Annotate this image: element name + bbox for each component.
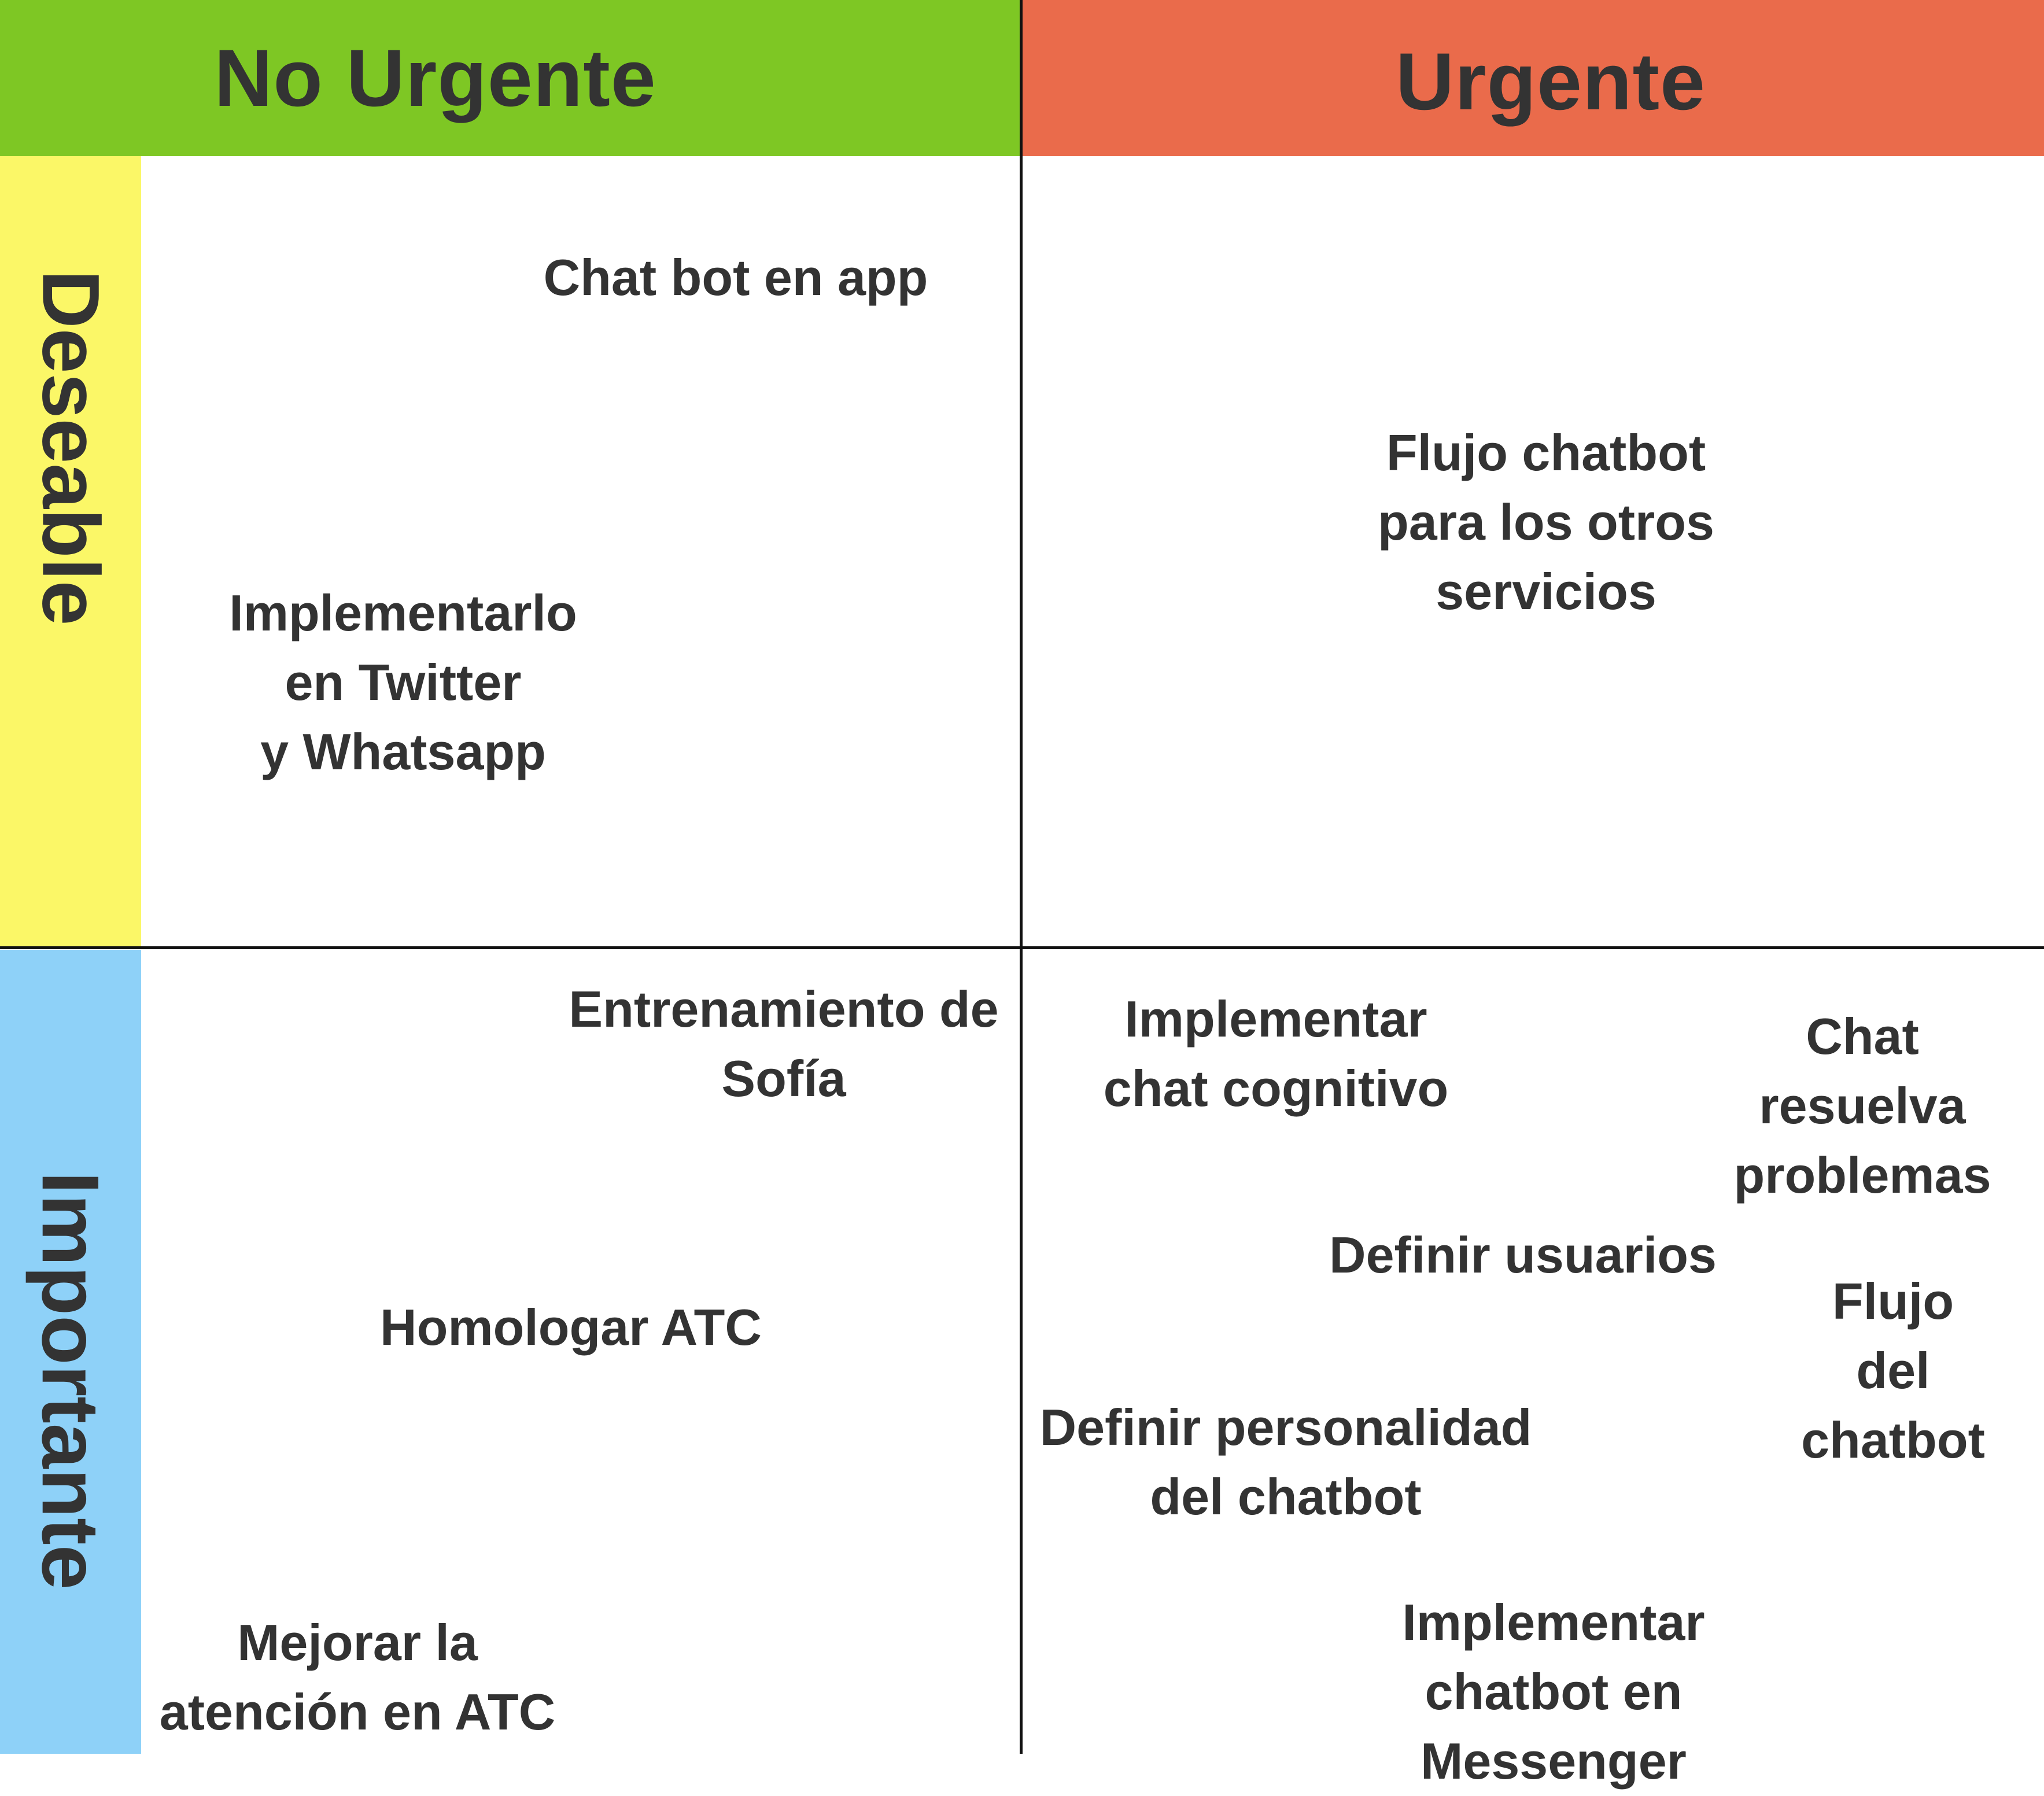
item-definir-personalidad-chatbot: Definir personalidad del chatbot <box>1039 1399 1532 1525</box>
header-urgente-label: Urgente <box>1396 36 1706 127</box>
item-chat-bot-en-app: Chat bot en app <box>543 249 928 306</box>
item-flujo-chatbot-otros-servicios: Flujo chatbot para los otros servicios <box>1378 424 1714 620</box>
item-entrenamiento-sofia: Entrenamiento de Sofía <box>569 980 999 1107</box>
item-chat-resuelva-problemas: Chat resuelva problemas <box>1733 1008 1991 1204</box>
header-no-urgente: No Urgente <box>0 0 1021 156</box>
vertical-divider <box>1020 0 1023 1754</box>
item-implementar-chat-cognitivo: Implementar chat cognitivo <box>1103 990 1449 1117</box>
row-importante: Importante <box>0 950 141 1754</box>
row-deseable-label: Deseable <box>25 270 117 626</box>
row-importante-label: Importante <box>25 1171 117 1590</box>
item-homologar-atc: Homologar ATC <box>380 1299 762 1356</box>
row-deseable: Deseable <box>0 156 141 947</box>
item-definir-usuarios: Definir usuarios <box>1329 1226 1717 1284</box>
header-no-urgente-label: No Urgente <box>214 32 656 123</box>
horizontal-divider <box>0 946 2044 949</box>
item-implementar-chatbot-messenger: Implementar chatbot en Messenger <box>1402 1594 1705 1790</box>
item-mejorar-atencion-atc: Mejorar la atención en ATC <box>159 1614 556 1740</box>
item-flujo-del-chatbot: Flujo del chatbot <box>1801 1273 1985 1469</box>
item-implementarlo-twitter-whatsapp: Implementarlo en Twitter y Whatsapp <box>229 584 577 780</box>
header-urgente: Urgente <box>1023 0 2044 156</box>
